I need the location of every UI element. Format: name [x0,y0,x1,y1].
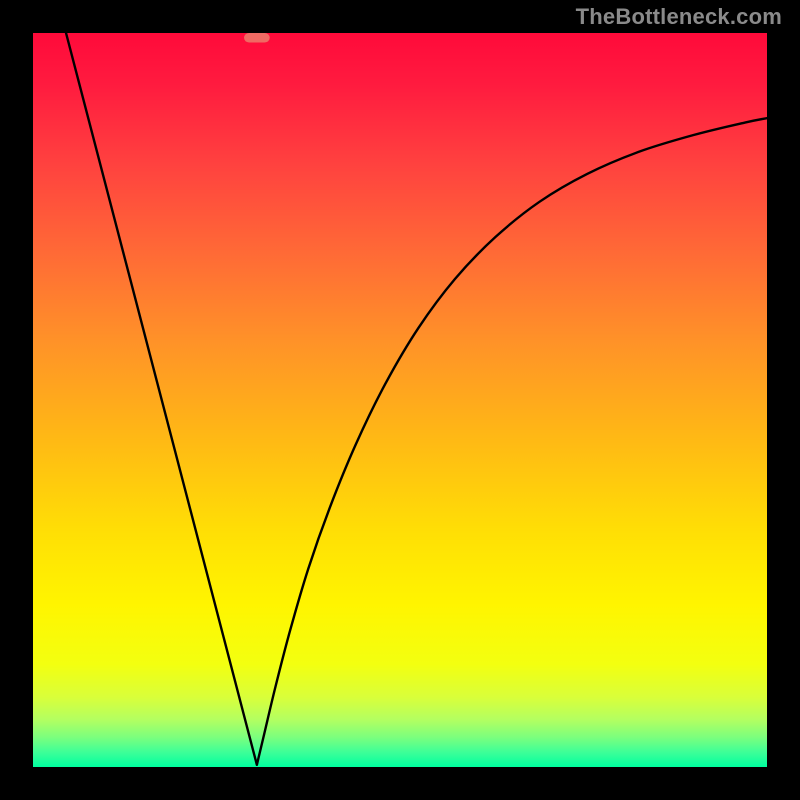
watermark-text: TheBottleneck.com [576,4,782,30]
bottleneck-chart [33,33,767,767]
chart-container: TheBottleneck.com [0,0,800,800]
gradient-background [33,33,767,767]
optimal-point-marker [244,33,270,43]
